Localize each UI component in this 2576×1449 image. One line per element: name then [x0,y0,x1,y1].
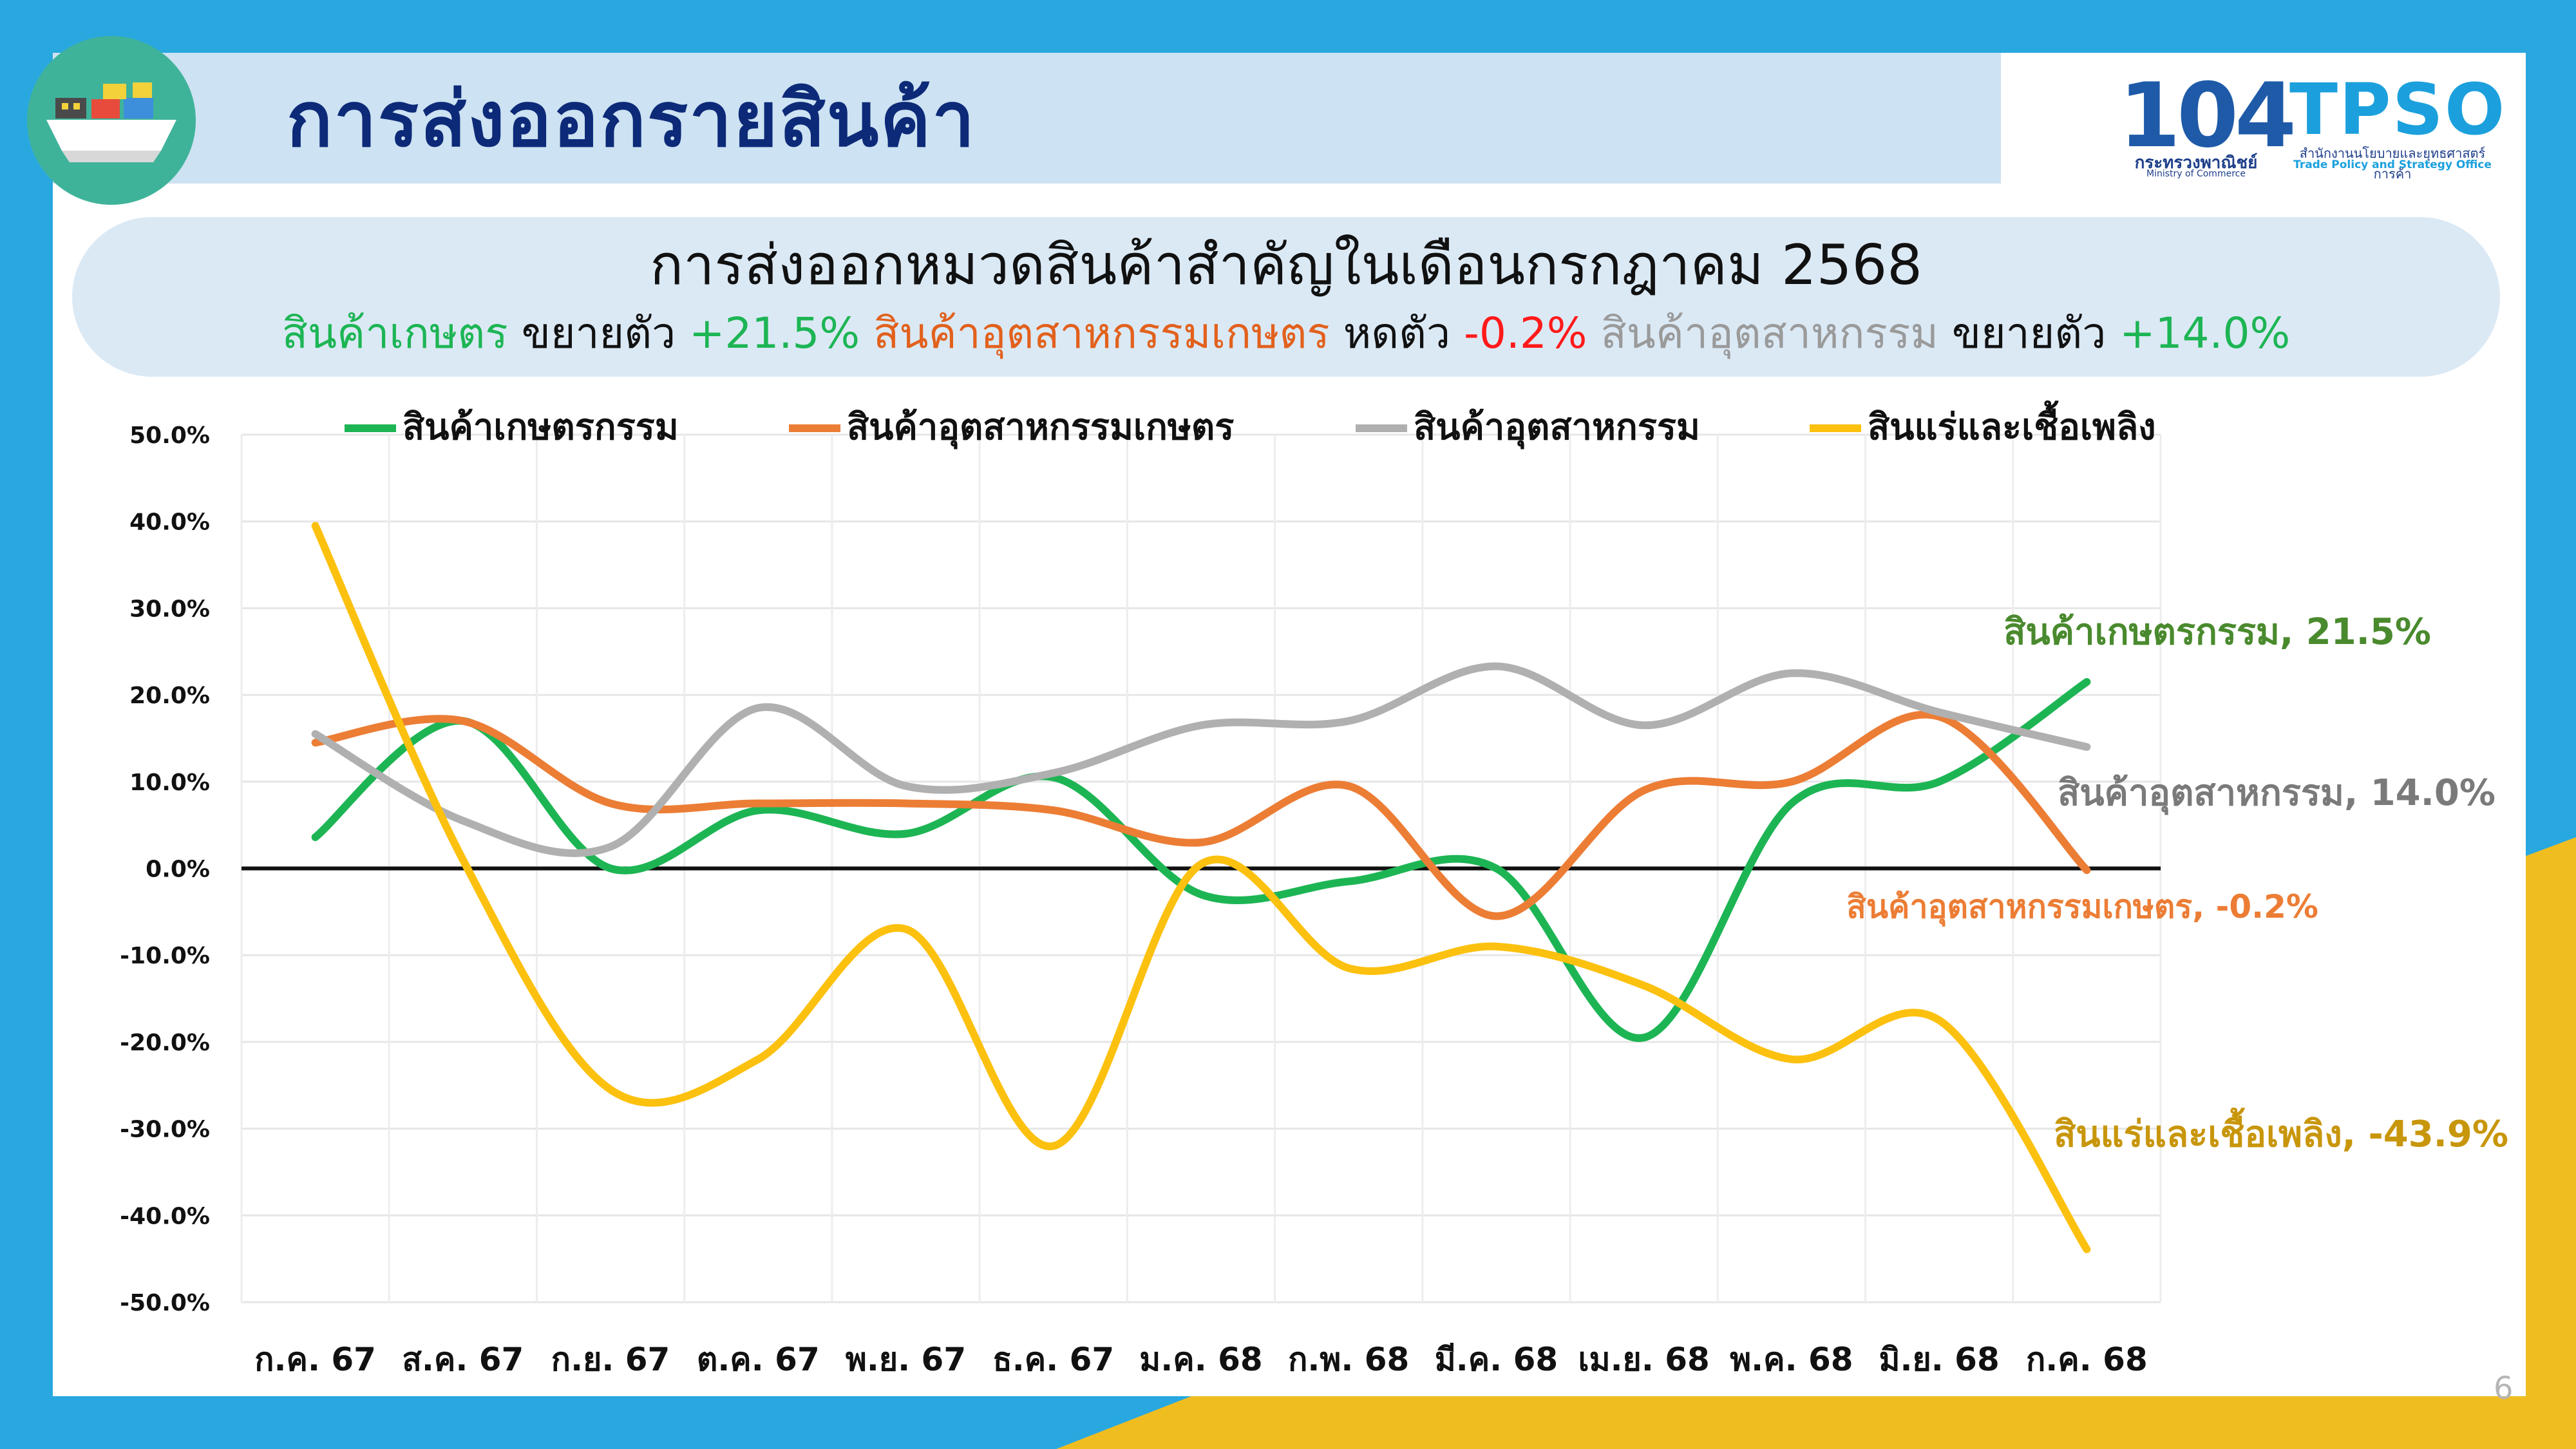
y-tick-label: -30.0% [120,1117,210,1143]
series-end-label: สินค้าอุตสาหกรรมเกษตร, -0.2% [1846,888,2318,927]
x-tick-label: ก.ค. 67 [254,1341,376,1378]
legend-label: สินแร่และเชื้อเพลิง [1868,401,2156,448]
y-tick-label: -10.0% [120,943,210,969]
summary-item-verb: หดตัว [1343,308,1451,358]
x-tick-label: ธ.ค. 67 [992,1341,1114,1378]
y-tick-label: 50.0% [129,422,210,449]
summary-item-name: สินค้าอุตสาหกรรม [1600,308,1938,358]
summary-item-verb: ขยายตัว [1951,308,2107,358]
ship-icon [46,82,176,162]
y-tick-label: -50.0% [120,1290,210,1316]
x-tick-label: เม.ย. 68 [1578,1341,1710,1378]
legend-label: สินค้าอุตสาหกรรมเกษตร [847,406,1234,450]
summary-item-name: สินค้าเกษตร [281,308,508,358]
series-line [311,522,2091,1253]
tpso-logo: TPSO [2289,68,2506,151]
legend-label: สินค้าอุตสาหกรรม [1414,406,1700,450]
x-tick-label: ก.ค. 68 [2026,1341,2148,1378]
page-title: การส่งออกรายสินค้า [287,75,976,164]
tpso-logo-english-text: Trade Policy and Strategy Office [2293,158,2492,171]
y-tick-label: 30.0% [129,596,210,622]
x-tick-label: ส.ค. 67 [402,1341,524,1378]
legend-label: สินค้าเกษตรกรรม [402,406,679,448]
tpso-logo-thai-text: สำนักงานนโยบายและยุทธศาสตร์การค้า [2299,146,2486,182]
x-tick-label: มี.ค. 68 [1435,1341,1558,1378]
x-tick-label: ต.ค. 67 [697,1341,820,1378]
summary-title: การส่งออกหมวดสินค้าสำคัญในเดือนกรกฎาคม 2… [650,233,1922,298]
x-tick-label: พ.ค. 68 [1730,1341,1853,1378]
series-end-label: สินค้าอุตสาหกรรม, 14.0% [2058,772,2496,815]
summary-item-verb: ขยายตัว [521,308,676,358]
summary-item-value: +21.5% [689,308,860,358]
page-number: 6 [2494,1370,2514,1406]
series-line [311,677,2091,1042]
x-tick-label: ก.พ. 68 [1288,1341,1409,1378]
y-tick-label: 10.0% [129,770,210,796]
y-tick-label: 40.0% [129,509,210,536]
summary-line: สินค้าเกษตร ขยายตัว +21.5% สินค้าอุตสาหก… [72,301,2500,366]
summary-item-value: +14.0% [2119,308,2291,358]
summary-item-value: -0.2% [1464,308,1587,358]
x-tick-label: ม.ค. 68 [1139,1341,1262,1378]
series-end-label: สินแร่และเชื้อเพลิง, -43.9% [2054,1108,2508,1155]
x-tick-label: พ.ย. 67 [846,1341,966,1378]
y-tick-label: -40.0% [120,1203,210,1229]
moc-logo-english-text: Ministry of Commerce [2146,169,2246,179]
y-tick-label: -20.0% [120,1030,210,1056]
series-line [311,710,2091,920]
series-line [311,662,2091,857]
title-band [53,53,2001,184]
x-tick-label: มิ.ย. 68 [1879,1341,2000,1378]
summary-box [72,217,2500,377]
x-tick-label: ก.ย. 67 [551,1341,670,1378]
y-tick-label: 20.0% [129,683,210,709]
moc-104-logo: 104 [2119,64,2297,167]
series-end-label: สินค้าเกษตรกรรม, 21.5% [2003,611,2431,653]
partner-logo-area [2001,53,2526,184]
moc-logo-thai-text: กระทรวงพาณิชย์ [2134,153,2258,173]
summary-item-name: สินค้าอุตสาหกรรมเกษตร [873,308,1330,358]
y-tick-label: 0.0% [146,857,210,883]
